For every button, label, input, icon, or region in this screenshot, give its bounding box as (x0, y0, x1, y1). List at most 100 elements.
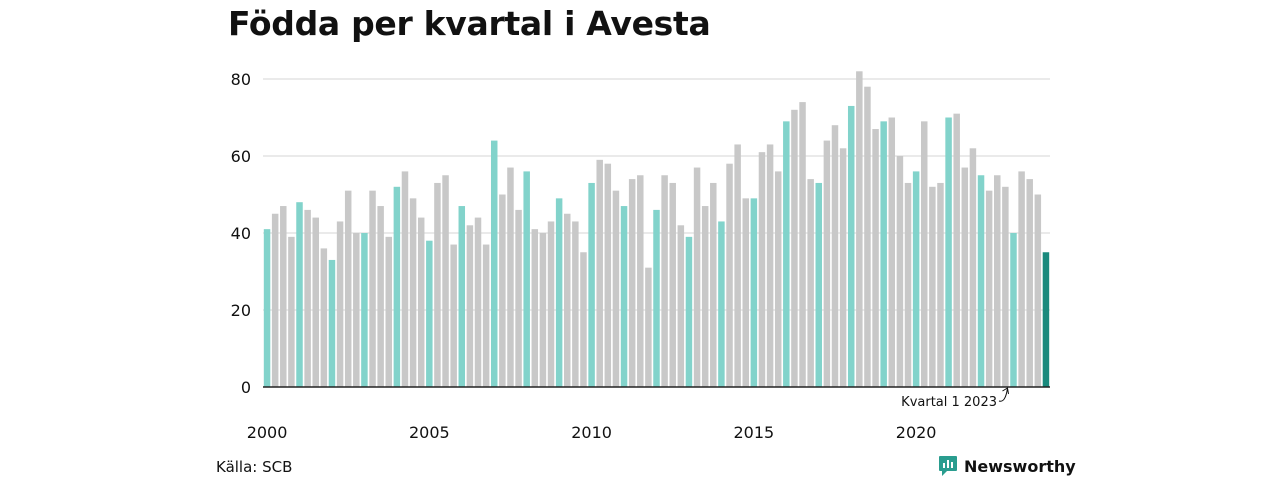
bar (726, 163, 733, 387)
bar (466, 225, 474, 387)
bar-chart-speech-bubble-icon (939, 456, 957, 476)
y-tick-label: 0 (241, 378, 251, 397)
bar (872, 129, 879, 388)
bar (912, 171, 920, 387)
bar (1026, 179, 1033, 387)
bar (896, 156, 904, 387)
bar (482, 244, 490, 387)
x-tick-label: 2005 (409, 423, 450, 442)
bar (637, 175, 644, 387)
annotation: Kvartal 1 2023 (901, 387, 1009, 410)
bar (961, 167, 969, 387)
bar (864, 86, 871, 387)
bar (490, 140, 498, 387)
bar (758, 152, 766, 387)
bar (539, 233, 547, 387)
bar (791, 109, 798, 388)
source-note: Källa: SCB (216, 458, 293, 476)
bar (661, 175, 668, 387)
bar (515, 209, 522, 387)
bar (409, 198, 417, 387)
bar (1010, 233, 1017, 387)
bar (353, 233, 360, 387)
bar (985, 190, 993, 387)
y-tick-label: 40 (231, 224, 251, 243)
bar (718, 221, 725, 387)
bar (588, 182, 595, 387)
bar (904, 182, 912, 387)
bar (580, 252, 587, 387)
bar (385, 236, 392, 387)
bar (766, 144, 774, 387)
bar (547, 221, 555, 387)
bar (628, 179, 636, 387)
x-tick-label: 2015 (734, 423, 775, 442)
bar (296, 202, 303, 387)
x-axis-tick-labels: 2000 2005 2010 2015 2020 (247, 423, 937, 442)
bar (426, 240, 433, 387)
bar (304, 209, 311, 387)
bar (531, 229, 539, 387)
bar (499, 194, 506, 387)
bar (417, 217, 425, 387)
x-tick-label: 2020 (896, 423, 937, 442)
bar (442, 175, 449, 387)
bar (1018, 171, 1025, 387)
bar (774, 171, 782, 387)
bar (888, 117, 896, 387)
bar (604, 163, 612, 387)
bar (280, 206, 287, 387)
bar (653, 209, 660, 387)
bar (645, 267, 652, 387)
bar (377, 206, 384, 387)
bar (620, 206, 628, 387)
bar (823, 140, 831, 387)
bar (921, 121, 928, 387)
bar (994, 175, 1001, 387)
y-axis-tick-labels: 0 20 40 60 80 (231, 70, 251, 397)
bar (677, 225, 685, 387)
bar (929, 186, 936, 387)
bar (734, 144, 741, 387)
bar (271, 213, 279, 387)
bar (710, 182, 717, 387)
bar (685, 236, 693, 387)
bar (328, 259, 336, 387)
bar (458, 206, 466, 387)
bar (1034, 194, 1042, 387)
curved-arrow-icon (998, 387, 1009, 402)
bar (799, 102, 806, 387)
bar (953, 113, 960, 388)
bar (742, 198, 749, 387)
bar (669, 182, 676, 387)
bar (344, 190, 352, 387)
bar (969, 148, 977, 387)
bar (750, 198, 758, 387)
bar (937, 182, 944, 387)
bar (807, 179, 814, 387)
bar (1042, 252, 1050, 387)
bar (1002, 186, 1009, 387)
bar (596, 159, 603, 387)
bar (783, 121, 790, 387)
bar (263, 229, 271, 387)
bar (401, 171, 409, 387)
bar (320, 248, 328, 387)
bars (263, 71, 1050, 388)
bar (507, 167, 514, 387)
bar (434, 182, 441, 387)
bar (450, 244, 457, 387)
annotation-label: Kvartal 1 2023 (901, 395, 997, 410)
bar (572, 221, 579, 387)
bar (856, 71, 863, 388)
bar (369, 190, 376, 387)
brand-name: Newsworthy (964, 456, 1076, 476)
bar (977, 175, 985, 387)
y-tick-label: 80 (231, 70, 251, 89)
bar (523, 171, 530, 387)
bar (336, 221, 344, 387)
bar (847, 105, 855, 387)
bar (288, 236, 295, 387)
bar (564, 213, 571, 387)
